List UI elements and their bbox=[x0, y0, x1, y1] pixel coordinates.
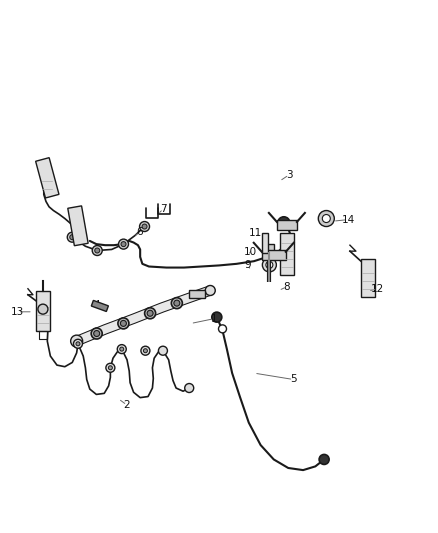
Bar bbox=[91, 301, 109, 311]
Text: 9: 9 bbox=[244, 260, 251, 270]
Text: 5: 5 bbox=[290, 375, 297, 384]
Bar bbox=[262, 232, 268, 253]
Circle shape bbox=[120, 347, 124, 351]
Circle shape bbox=[118, 318, 129, 329]
Circle shape bbox=[319, 455, 329, 464]
Circle shape bbox=[76, 342, 80, 346]
Circle shape bbox=[185, 384, 194, 392]
Circle shape bbox=[262, 258, 276, 272]
Circle shape bbox=[140, 222, 149, 231]
Circle shape bbox=[92, 246, 102, 255]
Circle shape bbox=[142, 224, 147, 229]
Circle shape bbox=[120, 320, 127, 326]
Circle shape bbox=[322, 214, 330, 223]
Bar bbox=[277, 220, 297, 230]
Circle shape bbox=[266, 261, 273, 269]
Bar bbox=[189, 290, 205, 298]
Text: 8: 8 bbox=[283, 282, 290, 292]
Text: 11: 11 bbox=[249, 228, 262, 238]
Circle shape bbox=[159, 346, 167, 355]
Text: 13: 13 bbox=[11, 307, 24, 317]
Text: 4: 4 bbox=[93, 301, 100, 310]
Text: 1: 1 bbox=[210, 314, 217, 324]
Text: 10: 10 bbox=[244, 247, 257, 256]
Circle shape bbox=[121, 241, 126, 247]
Circle shape bbox=[71, 335, 83, 347]
Circle shape bbox=[95, 248, 100, 253]
Bar bbox=[361, 259, 375, 297]
Circle shape bbox=[106, 364, 115, 372]
Bar bbox=[68, 206, 88, 246]
Circle shape bbox=[91, 328, 102, 339]
Circle shape bbox=[219, 325, 226, 333]
Circle shape bbox=[212, 312, 222, 322]
Bar bbox=[35, 158, 59, 198]
Circle shape bbox=[145, 308, 155, 319]
Circle shape bbox=[74, 340, 82, 348]
Text: 7: 7 bbox=[160, 204, 167, 214]
Circle shape bbox=[171, 297, 182, 309]
Text: 14: 14 bbox=[342, 215, 355, 224]
Circle shape bbox=[205, 286, 215, 295]
Circle shape bbox=[141, 346, 150, 355]
Text: 3: 3 bbox=[286, 170, 293, 180]
Circle shape bbox=[67, 232, 77, 242]
Text: 2: 2 bbox=[124, 400, 131, 410]
Circle shape bbox=[147, 310, 153, 316]
Circle shape bbox=[94, 330, 100, 336]
Circle shape bbox=[119, 239, 128, 249]
Circle shape bbox=[278, 217, 290, 229]
Bar bbox=[36, 290, 50, 331]
Circle shape bbox=[38, 304, 48, 314]
Circle shape bbox=[174, 300, 180, 306]
Bar bbox=[262, 250, 286, 260]
Bar bbox=[280, 233, 294, 275]
Circle shape bbox=[117, 345, 126, 353]
Circle shape bbox=[318, 211, 334, 227]
Text: 6: 6 bbox=[136, 227, 143, 237]
Circle shape bbox=[363, 284, 371, 292]
Text: 12: 12 bbox=[371, 284, 384, 294]
Circle shape bbox=[70, 235, 75, 240]
Circle shape bbox=[143, 349, 148, 353]
Circle shape bbox=[108, 366, 113, 370]
Bar bbox=[265, 244, 274, 252]
